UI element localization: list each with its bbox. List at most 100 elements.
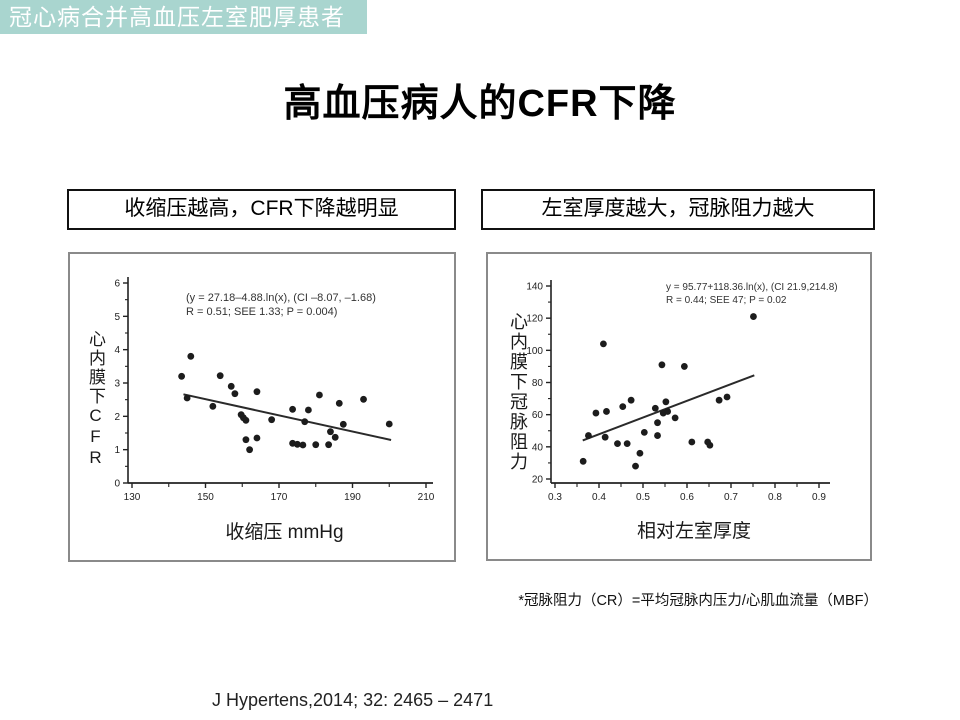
x-tick-label: 150 [197, 492, 214, 503]
scatter-point [242, 436, 250, 444]
citation: J Hypertens,2014; 32: 2465 – 2471 [212, 690, 494, 710]
footnote: *冠脉阻力（CR）=平均冠脉内压力/心肌血流量（MBF） [518, 593, 878, 609]
scatter-point [585, 432, 592, 439]
scatter-point [706, 441, 714, 449]
scatter-point [246, 446, 254, 454]
scatter-point [654, 419, 661, 427]
scatter-point [335, 399, 343, 407]
scatter-point [227, 382, 235, 390]
x-axis-label-left: 收缩压 mmHg [225, 522, 344, 543]
scatter-point [640, 428, 648, 436]
trend-line [582, 374, 755, 442]
x-tick-label: 0.4 [592, 492, 606, 503]
x-tick-label: 130 [124, 492, 141, 503]
y-tick-label: 0 [114, 479, 120, 490]
x-tick-label: 0.7 [724, 492, 738, 503]
y-tick-label: 6 [114, 279, 120, 290]
scatter-point [242, 416, 250, 424]
x-axis-label-right: 相对左室厚度 [636, 521, 751, 542]
x-tick-label: 0.6 [680, 492, 694, 503]
x-tick-label: 0.5 [636, 492, 650, 503]
x-tick-label: 0.9 [812, 492, 826, 503]
scatter-point [750, 313, 757, 320]
y-tick-label: 3 [114, 379, 120, 390]
x-tick-label: 0.3 [548, 492, 562, 503]
scatter-point [216, 372, 224, 380]
scatter-point [253, 434, 261, 442]
scatter-point [603, 408, 610, 415]
x-tick-label: 170 [271, 492, 288, 503]
scatter-chart-resistance-vs-thickness: 0.3 0.4 0.5 0.6 0.7 0.8 0.9 20 40 60 80 100 120 140 y … [526, 280, 838, 503]
regression-annotation: (y = 27.18–4.88.ln(x), (CI –8.07, –1.68) [186, 292, 376, 304]
y-tick-label: 1 [114, 445, 120, 456]
slide-tag-banner: 冠心病合并高血压左室肥厚患者 [0, 0, 367, 34]
regression-annotation: y = 95.77+118.36.ln(x), (CI 21.9,214.8) [666, 282, 838, 293]
scatter-point [331, 433, 339, 441]
page-title: 高血压病人的CFR下降 [283, 83, 677, 125]
y-tick-label: 120 [526, 314, 543, 325]
scatter-point [636, 449, 644, 457]
scatter-point [339, 420, 347, 428]
scatter-point [715, 396, 723, 404]
scatter-point [183, 394, 191, 402]
y-tick-label: 2 [114, 412, 120, 423]
regression-annotation: R = 0.51; SEE 1.33; P = 0.004) [186, 306, 337, 318]
y-tick-label: 20 [532, 475, 544, 486]
scatter-point [316, 391, 323, 399]
scatter-point [268, 416, 276, 424]
scatter-point [178, 372, 186, 380]
caption-box-right: 左室厚度越大，冠脉阻力越大 [481, 189, 875, 230]
chart-panel-resistance-vs-thickness: 0.3 0.4 0.5 0.6 0.7 0.8 0.9 20 40 60 80 100 120 140 y … [486, 252, 872, 561]
scatter-point [301, 418, 309, 426]
y-axis-label-right: 心内膜下冠脉阻力 [508, 312, 528, 472]
x-tick-label: 210 [418, 492, 435, 503]
scatter-chart-cfr-vs-sbp: 130 150 170 190 210 0 1 2 3 4 5 6 (y = 27.18–4.88.ln… [114, 277, 435, 503]
scatter-point [662, 398, 670, 406]
scatter-point [601, 433, 609, 441]
scatter-point [231, 390, 239, 398]
scatter-point [627, 396, 635, 404]
caption-box-left: 收缩压越高，CFR下降越明显 [67, 189, 456, 230]
scatter-point [385, 420, 393, 428]
scatter-point [293, 440, 301, 448]
scatter-point [623, 440, 631, 448]
y-tick-label: 60 [532, 410, 544, 421]
scatter-point [600, 340, 607, 348]
scatter-point [632, 462, 639, 470]
scatter-point [688, 438, 696, 446]
scatter-point [312, 441, 320, 449]
scatter-point [651, 404, 659, 412]
scatter-point [253, 388, 261, 396]
scatter-point [325, 441, 333, 449]
scatter-point [289, 405, 296, 413]
y-tick-label: 140 [526, 282, 543, 293]
scatter-point [187, 352, 195, 360]
y-tick-label: 80 [532, 378, 544, 389]
y-tick-label: 5 [114, 312, 120, 323]
trend-line [183, 393, 392, 441]
y-axis-label-left: 心内膜下CFR [86, 330, 105, 469]
scatter-point [579, 457, 587, 465]
scatter-point [680, 363, 688, 370]
scatter-point [209, 402, 217, 410]
scatter-point [305, 406, 312, 414]
scatter-point [619, 403, 627, 411]
scatter-point [360, 395, 367, 403]
y-tick-label: 4 [114, 345, 120, 356]
y-tick-label: 40 [532, 442, 544, 453]
scatter-point [327, 428, 334, 436]
x-tick-label: 0.8 [768, 492, 782, 503]
regression-annotation: R = 0.44; SEE 47; P = 0.02 [666, 295, 787, 306]
x-tick-label: 190 [344, 492, 361, 503]
scatter-point [671, 414, 679, 422]
scatter-point [654, 432, 661, 439]
scatter-point [592, 409, 600, 417]
chart-panel-cfr-vs-sbp: 130 150 170 190 210 0 1 2 3 4 5 6 (y = 27.18–4.88.ln… [68, 252, 456, 562]
scatter-point [299, 441, 307, 449]
scatter-point [614, 440, 621, 448]
scatter-point [723, 393, 731, 401]
scatter-point [664, 408, 672, 415]
scatter-point [658, 361, 666, 369]
y-tick-label: 100 [526, 346, 543, 357]
